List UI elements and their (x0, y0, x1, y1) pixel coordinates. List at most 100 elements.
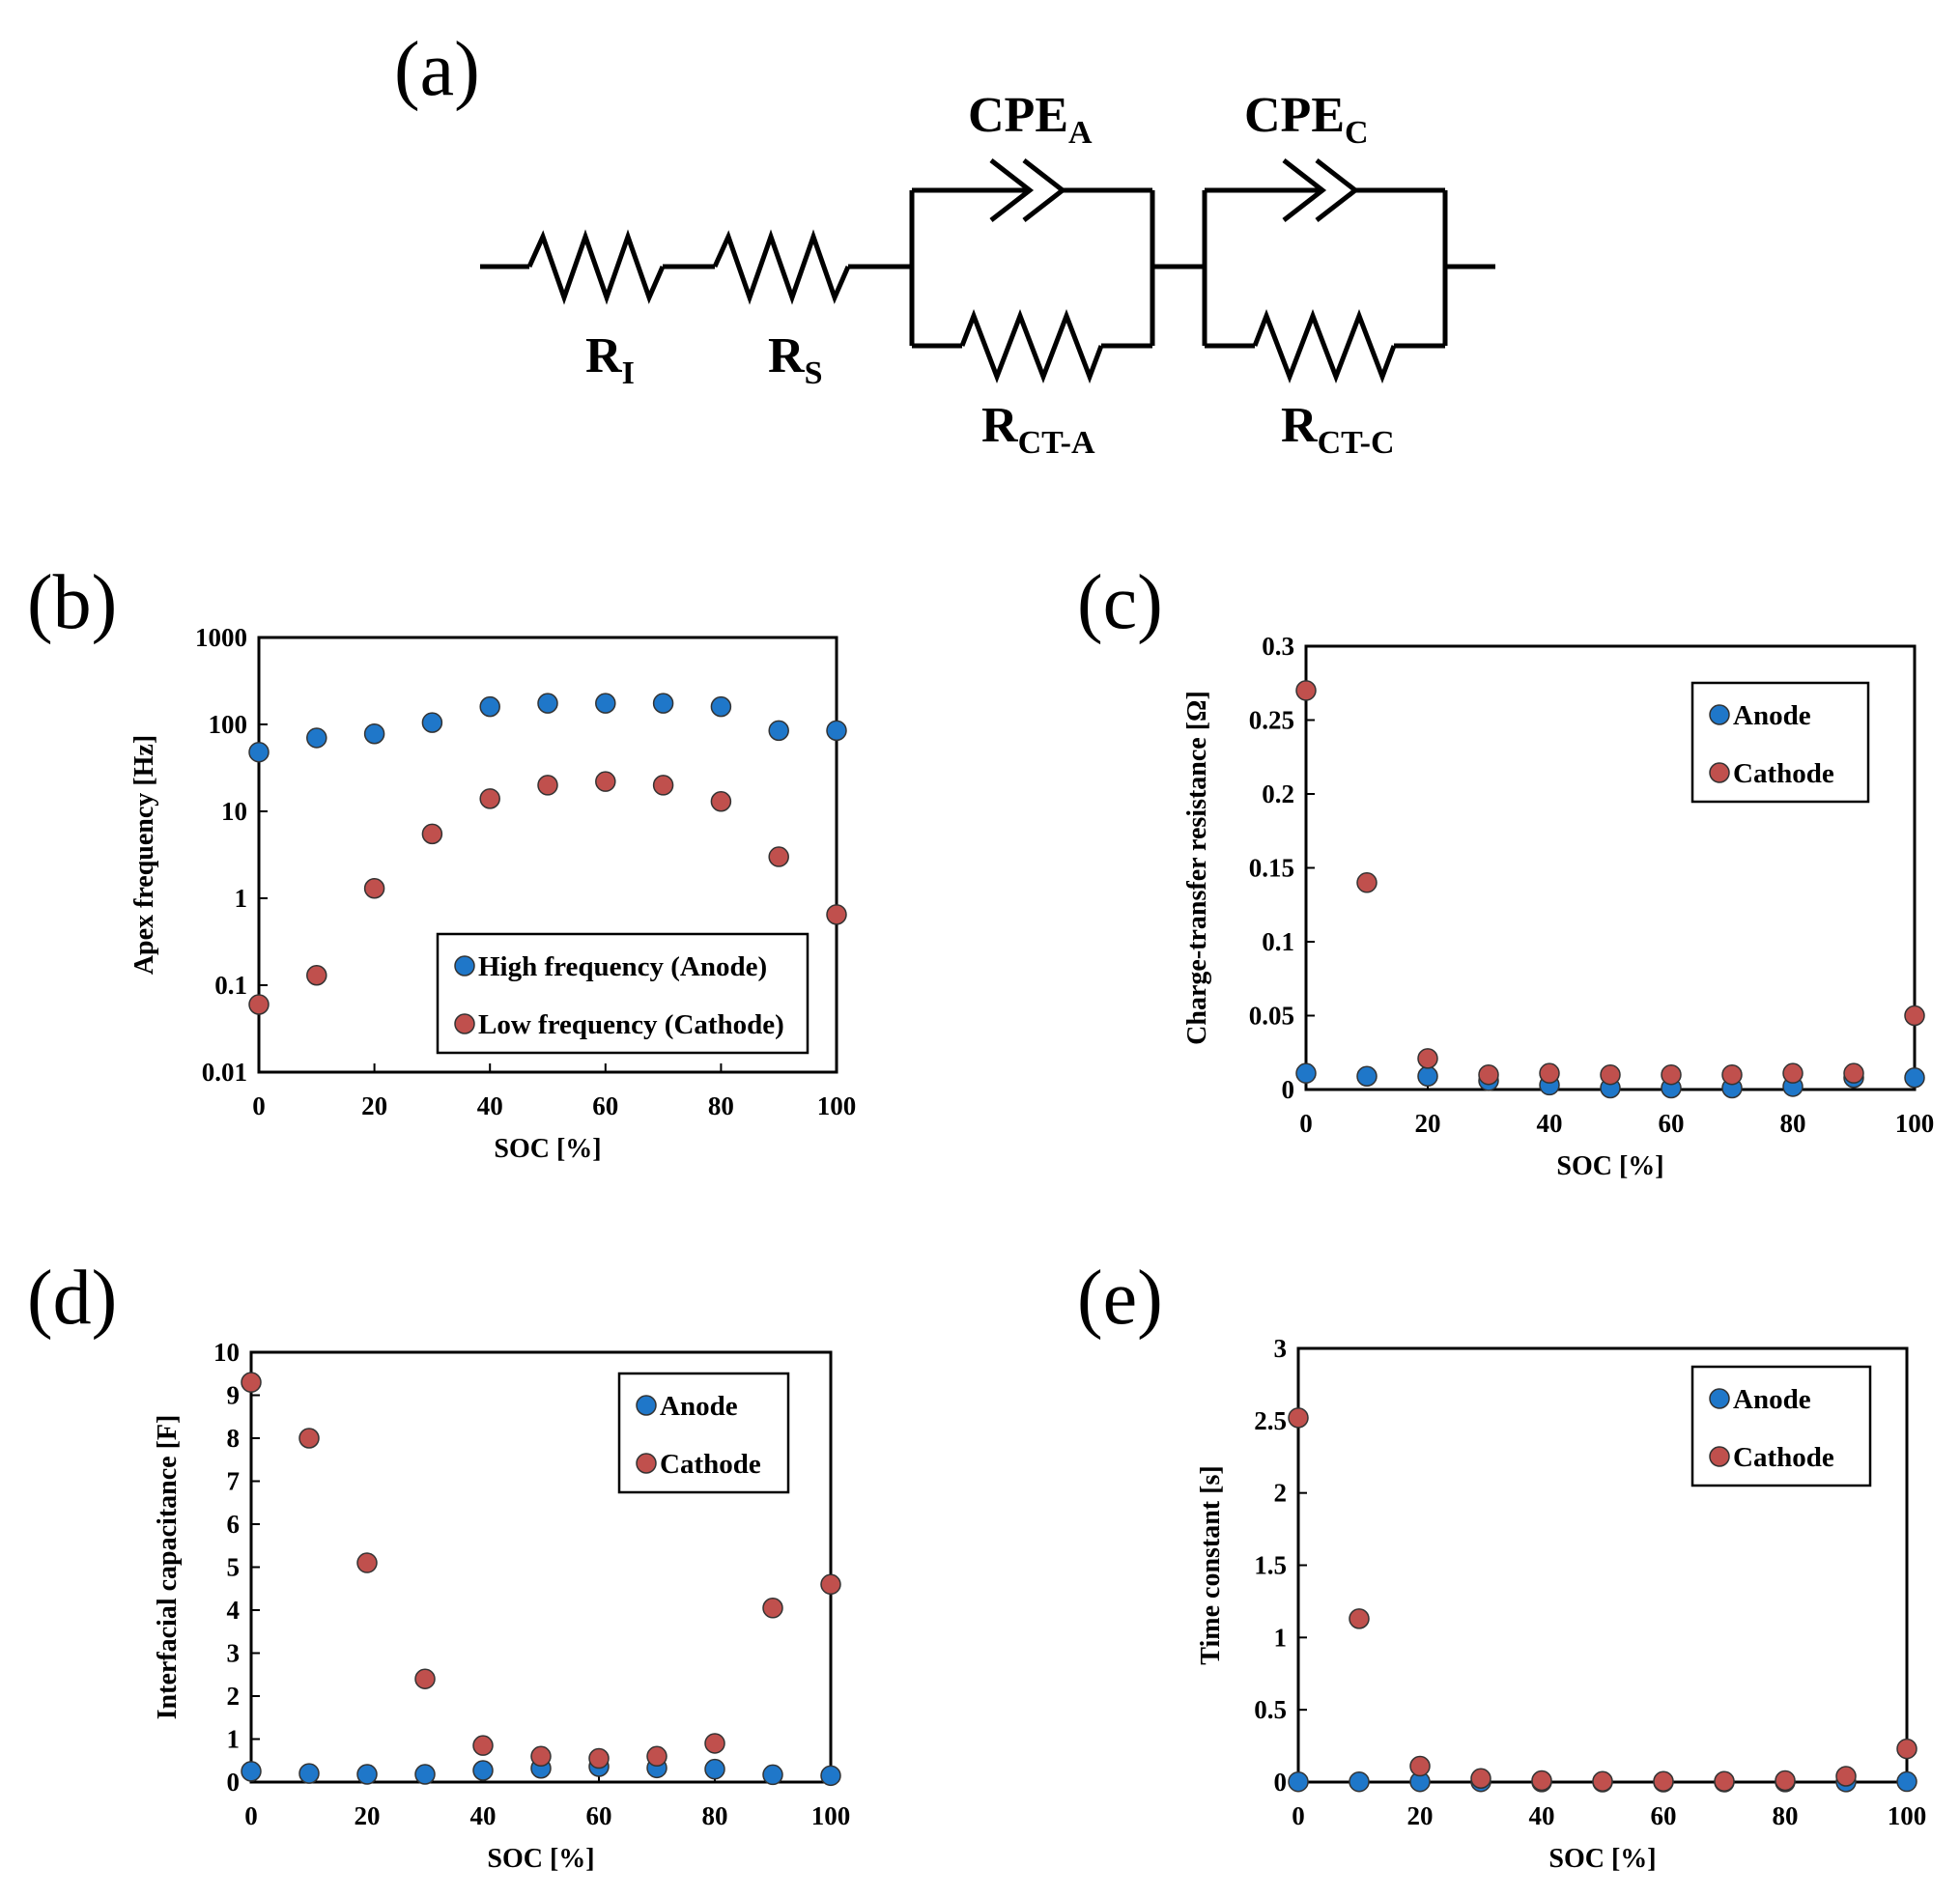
legend-marker-anode (1709, 704, 1730, 725)
cathode-data-point (588, 1747, 610, 1770)
legend-label-anode: Anode (1733, 1384, 1811, 1415)
resistor-rct-c-zigzag (1252, 308, 1397, 384)
x-tick-label: 40 (1529, 1801, 1555, 1830)
chart-apex-frequency: 0.01 0.1 1 10 100 1000 0 20 40 60 80 100 SOC [%] Apex… (129, 623, 856, 1164)
y-tick-label: 0.05 (1249, 1002, 1294, 1031)
y-axis-label: Time constant [s] (1196, 1465, 1226, 1664)
y-tick-label: 1 (227, 1725, 241, 1754)
legend-marker-anode (454, 955, 475, 977)
resistor-rs-zigzag (712, 229, 851, 305)
y-axis-label: Charge-transfer resistance [Ω] (1182, 691, 1212, 1045)
legend-marker-cathode (1709, 762, 1730, 783)
x-tick-label: 0 (1292, 1801, 1305, 1830)
label-cpe-c: CPEC (1244, 88, 1369, 151)
anode-data-point (248, 741, 270, 763)
panel-label-d: (d) (27, 1256, 117, 1341)
anode-data-point (595, 693, 616, 714)
resistor-ri-zigzag (526, 229, 666, 305)
x-tick-label: 60 (1651, 1801, 1677, 1830)
label-rs: RS (768, 328, 822, 391)
legend-label-cathode: Cathode (1733, 1442, 1834, 1473)
cathode-data-point (1775, 1770, 1796, 1792)
x-axis-label: SOC [%] (487, 1844, 594, 1874)
x-tick-label: 100 (1895, 1109, 1935, 1138)
y-tick-label: 0 (1282, 1075, 1295, 1104)
cathode-data-point (1288, 1407, 1309, 1429)
x-tick-label: 40 (1537, 1109, 1563, 1138)
anode-data-point (537, 693, 558, 714)
label-cpe-a: CPEA (968, 88, 1093, 151)
x-tick-label: 40 (470, 1801, 497, 1830)
x-axis-label: SOC [%] (1548, 1844, 1656, 1874)
cathode-data-point (241, 1372, 262, 1393)
anode-data-point (1295, 1062, 1317, 1084)
cathode-data-point (1539, 1062, 1560, 1084)
cathode-data-point (595, 771, 616, 792)
cathode-data-point (1835, 1766, 1857, 1787)
x-tick-label: 20 (1415, 1109, 1441, 1138)
panel-label-e: (e) (1077, 1256, 1163, 1341)
y-tick-label: 7 (227, 1467, 241, 1496)
y-tick-label: 4 (227, 1596, 241, 1625)
panel-label-a: (a) (394, 27, 480, 112)
x-axis-label: SOC [%] (494, 1134, 601, 1164)
anode-data-point (652, 693, 674, 714)
legend: High frequency (Anode) Low frequency (Cat… (436, 932, 810, 1055)
legend-label-anode: Anode (660, 1391, 738, 1422)
x-tick-label: 0 (244, 1801, 258, 1830)
x-tick-label: 60 (1659, 1109, 1685, 1138)
x-tick-label: 100 (811, 1801, 851, 1830)
legend-label-cathode: Low frequency (Cathode) (478, 1009, 784, 1040)
legend-label-anode: High frequency (Anode) (478, 951, 767, 982)
y-tick-label: 0 (1274, 1768, 1288, 1797)
cathode-data-point (356, 1552, 378, 1573)
cathode-data-point (1409, 1755, 1431, 1777)
cathode-data-point (820, 1573, 841, 1596)
x-tick-label: 40 (477, 1091, 503, 1120)
cathode-data-point (826, 904, 847, 925)
cathode-data-point (298, 1428, 320, 1449)
anode-data-point (414, 1764, 436, 1785)
anode-data-point (826, 720, 847, 742)
chart-time-constant: 0 0.5 1 1.5 2 2.5 3 0 20 40 60 80 100 SOC [%] Time con… (1196, 1334, 1926, 1874)
anode-data-point (1904, 1067, 1925, 1089)
x-tick-label: 20 (1407, 1801, 1434, 1830)
chart-charge-transfer-resistance: 0 0.05 0.1 0.15 0.2 0.25 0.3 0 20 40 60 80 100 SOC [%… (1182, 632, 1934, 1181)
legend-label-cathode: Cathode (660, 1449, 761, 1480)
y-tick-label: 0.01 (202, 1058, 247, 1087)
legend-marker-anode (636, 1395, 657, 1416)
panel-label-c: (c) (1077, 560, 1163, 645)
cathode-data-point (1600, 1063, 1621, 1086)
anode-data-point (298, 1763, 320, 1784)
cathode-data-point (1843, 1062, 1864, 1084)
y-tick-label: 5 (227, 1553, 241, 1582)
cathode-data-point (1478, 1063, 1499, 1086)
x-tick-label: 80 (1780, 1109, 1806, 1138)
cathode-data-point (1470, 1768, 1491, 1790)
panel-label-b: (b) (27, 560, 117, 645)
cathode-data-point (1349, 1608, 1370, 1629)
y-tick-label: 0.25 (1249, 706, 1294, 735)
anode-data-point (762, 1764, 783, 1786)
plot-frame (257, 636, 838, 1074)
legend-box (436, 932, 810, 1055)
x-tick-label: 0 (252, 1091, 266, 1120)
cathode-data-point (1661, 1063, 1682, 1086)
anode-data-point (1349, 1770, 1370, 1793)
label-rct-c: RCT-C (1281, 398, 1395, 461)
cathode-data-point (537, 775, 558, 796)
cathode-data-point (762, 1598, 783, 1619)
cathode-data-point (1896, 1738, 1917, 1760)
y-tick-label: 1.5 (1254, 1551, 1287, 1580)
legend: Anode Cathode (1690, 681, 1870, 804)
cathode-data-point (1653, 1770, 1674, 1793)
y-axis-label: Apex frequency [Hz] (129, 735, 159, 975)
x-tick-label: 60 (586, 1801, 612, 1830)
y-tick-label: 3 (227, 1639, 241, 1668)
y-tick-label: 100 (209, 710, 248, 739)
y-tick-label: 0.5 (1254, 1695, 1287, 1724)
cathode-data-point (1721, 1063, 1743, 1086)
label-ri: RI (585, 328, 635, 391)
cathode-data-point (652, 775, 674, 796)
